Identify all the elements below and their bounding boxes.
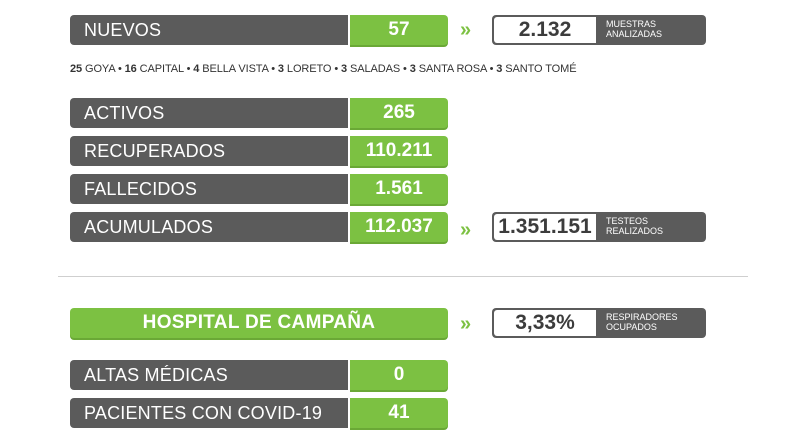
respiradores-caption: RESPIRADORES OCUPADOS [606, 312, 678, 332]
acumulados-value: 112.037 [350, 212, 448, 242]
pacientes-label: PACIENTES CON COVID-19 [70, 398, 348, 428]
testeos-caption: TESTEOS REALIZADOS [606, 216, 664, 236]
section-divider [58, 276, 748, 277]
respiradores-value: 3,33% [494, 310, 596, 336]
nuevos-value: 57 [350, 15, 448, 45]
muestras-box: 2.132 MUESTRAS ANALIZADAS [492, 15, 706, 45]
altas-value: 0 [350, 360, 448, 390]
nuevos-label: NUEVOS [70, 15, 348, 45]
altas-label: ALTAS MÉDICAS [70, 360, 348, 390]
testeos-box: 1.351.151 TESTEOS REALIZADOS [492, 212, 706, 242]
fallecidos-value: 1.561 [350, 174, 448, 204]
double-chevron-right-icon: » [460, 19, 471, 41]
activos-label: ACTIVOS [70, 98, 348, 128]
fallecidos-label: FALLECIDOS [70, 174, 348, 204]
testeos-value: 1.351.151 [494, 214, 596, 240]
double-chevron-right-icon: » [460, 219, 471, 241]
muestras-value: 2.132 [494, 17, 596, 43]
muestras-caption: MUESTRAS ANALIZADAS [606, 19, 663, 39]
hospital-title: HOSPITAL DE CAMPAÑA [70, 308, 448, 338]
activos-value: 265 [350, 98, 448, 128]
recuperados-label: RECUPERADOS [70, 136, 348, 166]
double-chevron-right-icon: » [460, 313, 471, 335]
recuperados-value: 110.211 [350, 136, 448, 166]
acumulados-label: ACUMULADOS [70, 212, 348, 242]
breakdown-note: 25 GOYA • 16 CAPITAL • 4 BELLA VISTA • 3… [70, 63, 577, 75]
pacientes-value: 41 [350, 398, 448, 428]
respiradores-box: 3,33% RESPIRADORES OCUPADOS [492, 308, 706, 338]
